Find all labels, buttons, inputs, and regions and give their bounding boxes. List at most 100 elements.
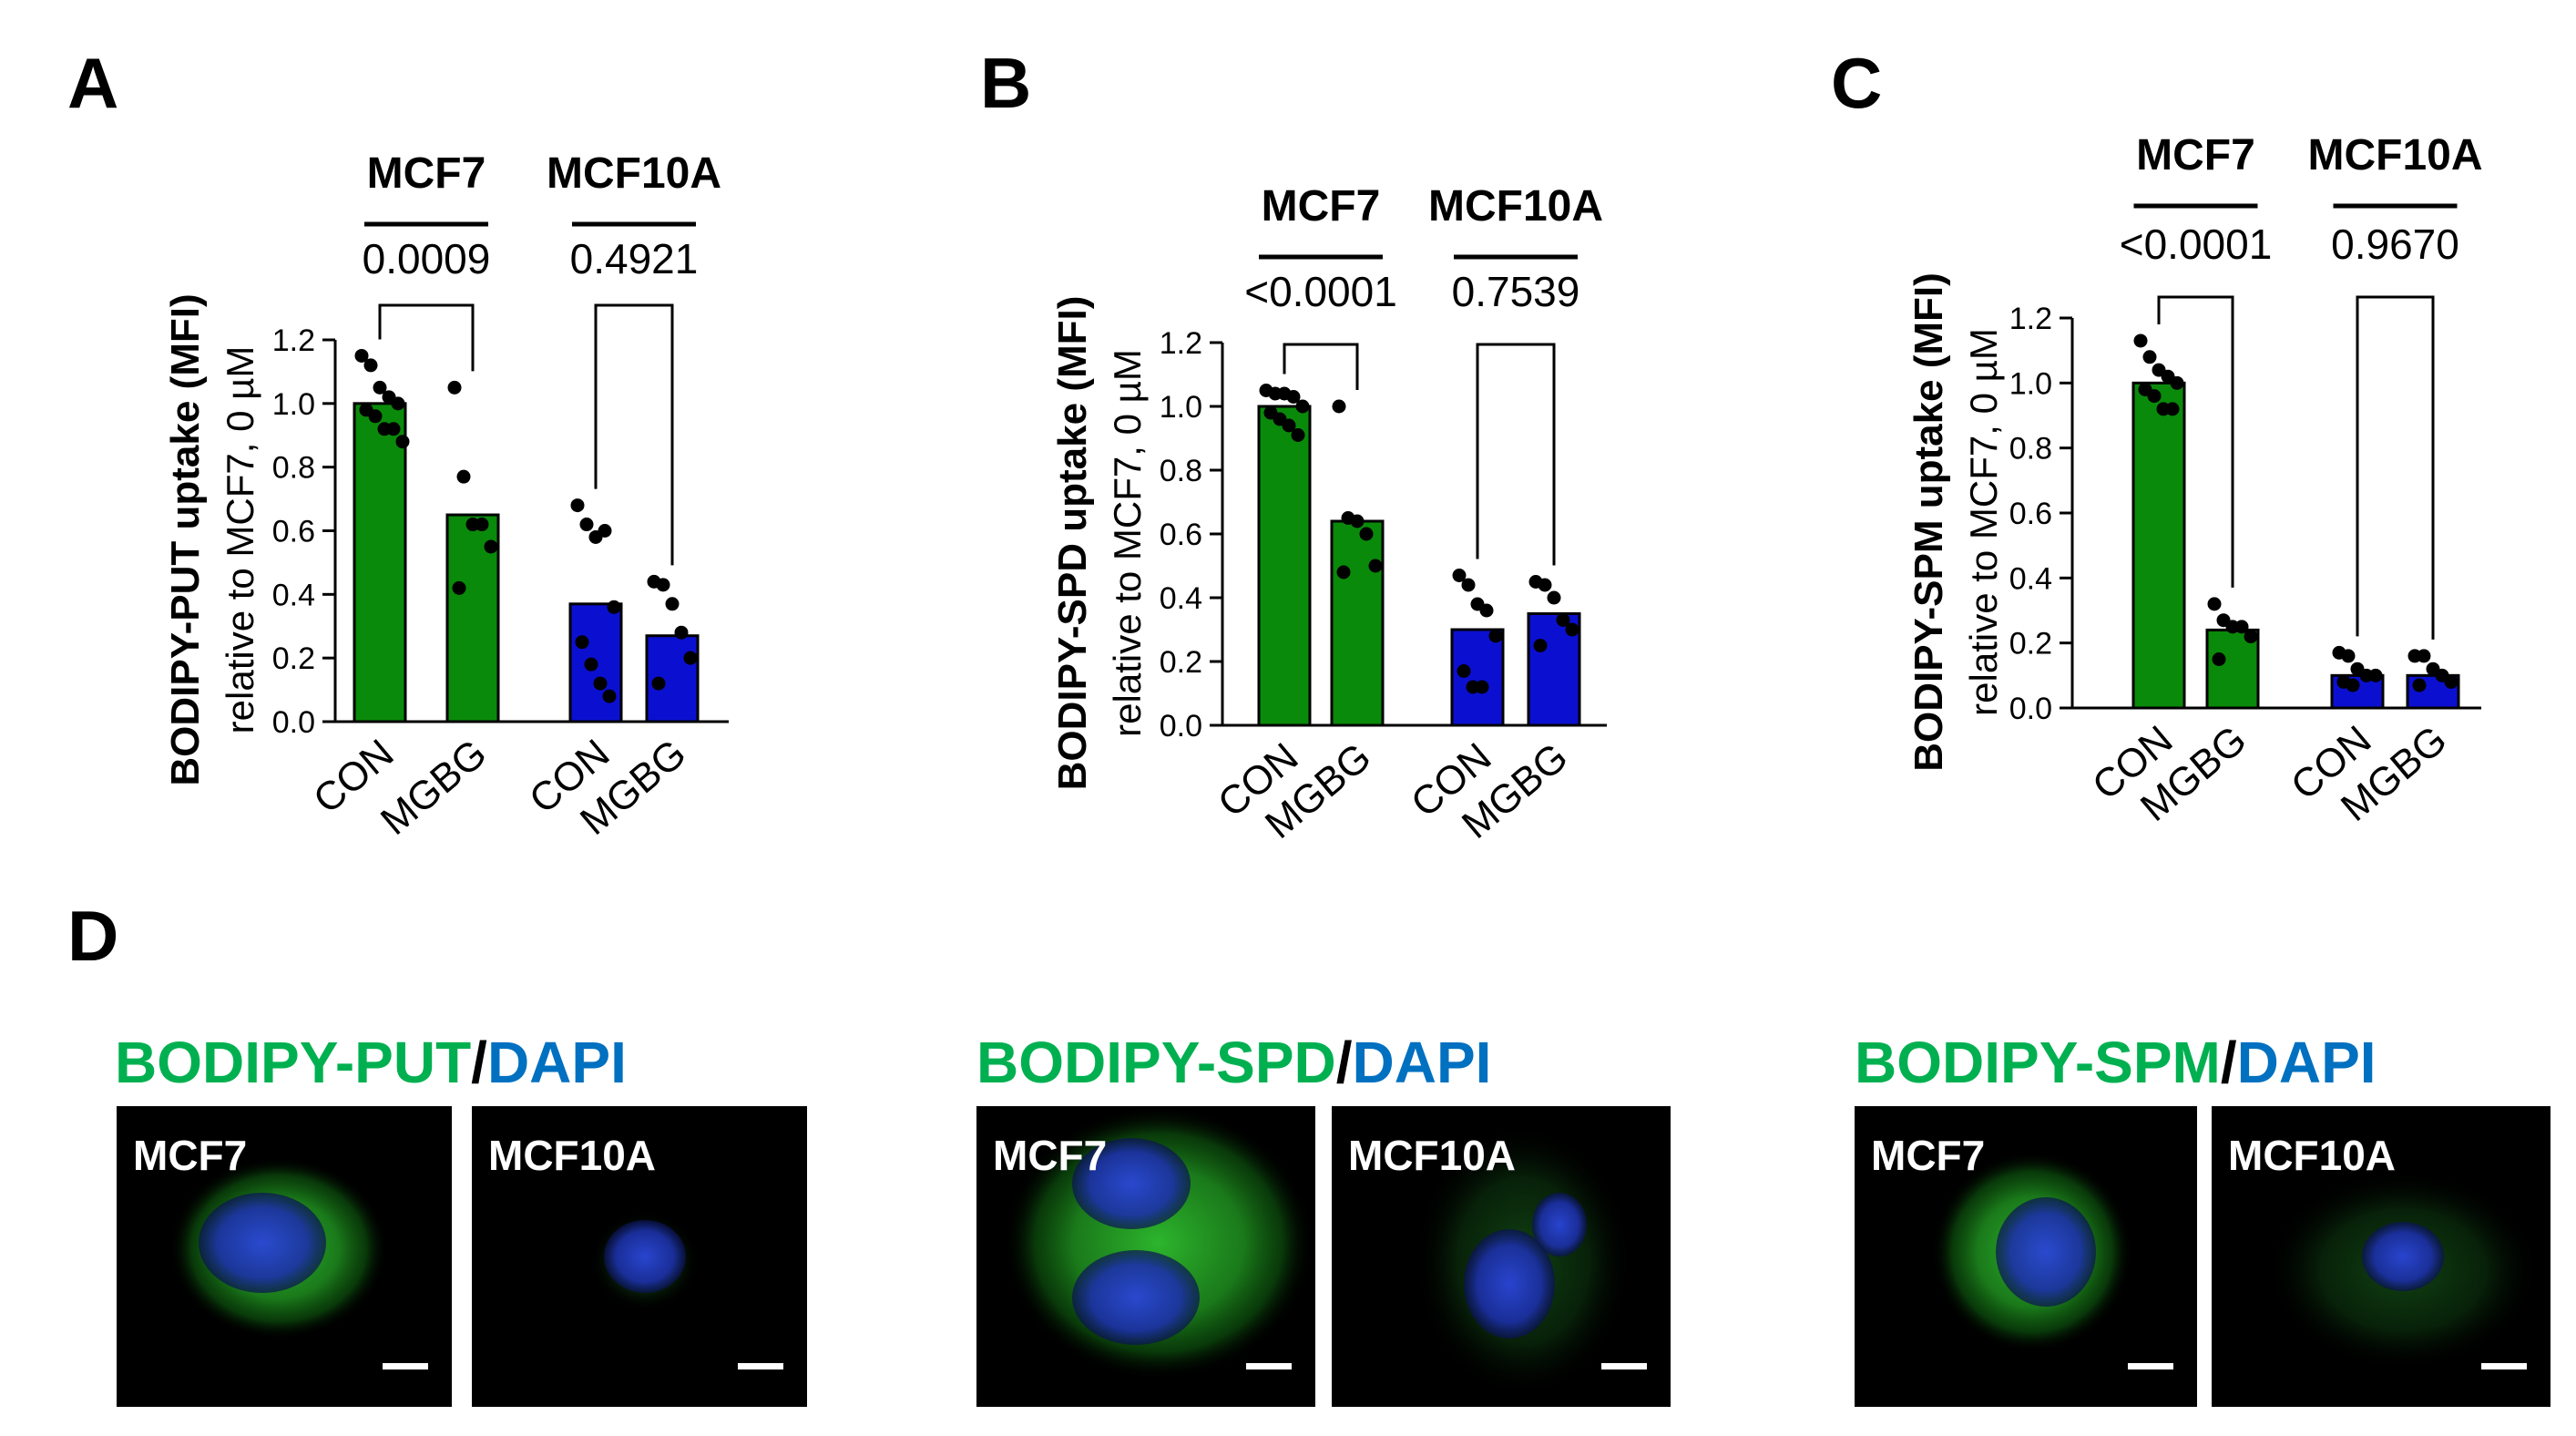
data-point (665, 597, 680, 611)
data-point (456, 469, 471, 484)
data-point (1368, 559, 1383, 573)
y-tick-label: 0.2 (2009, 627, 2052, 662)
data-point (570, 498, 585, 513)
data-point (584, 657, 598, 672)
data-point (2368, 668, 2383, 682)
slash: / (1336, 1030, 1353, 1095)
y-tick-label: 0.2 (1160, 645, 1202, 680)
data-point (1538, 578, 1552, 592)
panel-letter-b: B (980, 43, 1031, 123)
data-point (2170, 375, 2184, 390)
significance-bracket (2157, 295, 2234, 588)
p-value: <0.0001 (1244, 268, 1397, 315)
nucleus (1996, 1197, 2096, 1307)
y-tick-label: 0.6 (272, 515, 315, 549)
data-point (2412, 678, 2427, 692)
y-axis-label: BODIPY-SPM uptake (MFI) (1906, 272, 1951, 772)
chart-b: BODIPY-SPD uptake (MFI) relative to MCF7,… (1050, 182, 1607, 847)
nucleus (1072, 1250, 1200, 1345)
micrograph-tile-mcf7: MCF7 (1855, 1106, 2197, 1407)
p-value: 0.0009 (363, 235, 491, 282)
y-axis-label: BODIPY-SPD uptake (MFI) (1050, 296, 1095, 791)
scale-bar (738, 1363, 783, 1369)
panel-letter-c: C (1831, 43, 1882, 123)
nucleus (199, 1193, 326, 1293)
y-tick-label: 1.0 (2009, 366, 2052, 401)
micrograph-title: BODIPY-SPD/DAPI (976, 1030, 1491, 1095)
y-tick-label: 1.2 (1160, 326, 1202, 361)
data-point (1452, 569, 1467, 582)
significance-bracket (594, 303, 674, 566)
micrograph-tile-mcf10a: MCF10A (1332, 1106, 1671, 1407)
data-point (607, 600, 621, 614)
scale-bar (2481, 1363, 2527, 1369)
data-point (575, 635, 589, 650)
data-point (656, 578, 670, 592)
data-point (1479, 603, 1494, 618)
data-point (651, 676, 666, 691)
group-label: MCF10A (547, 149, 721, 198)
data-point (1533, 639, 1548, 652)
micrograph-set-2: BODIPY-SPD/DAPI MCF7 MCF10A (976, 1030, 1671, 1407)
y-tick-label: 0.4 (1160, 581, 1202, 616)
data-point (1359, 527, 1374, 541)
data-point (1295, 399, 1310, 414)
data-point (2444, 674, 2458, 689)
data-point (1291, 428, 1305, 442)
data-point (2147, 389, 2162, 404)
y-tick-label: 0.0 (272, 705, 315, 740)
data-point (1282, 418, 1296, 433)
data-point (1565, 622, 1579, 637)
y-axis-label: BODIPY-PUT uptake (MFI) (163, 293, 208, 785)
data-point (368, 409, 383, 424)
slash: / (471, 1030, 487, 1095)
micrograph-cell-line-label: MCF7 (1871, 1132, 1985, 1179)
data-point (2417, 649, 2431, 663)
data-point (1286, 390, 1301, 404)
nucleus (1532, 1193, 1587, 1256)
slash: / (2221, 1030, 2237, 1095)
data-point (1547, 590, 1561, 605)
group-label: MCF7 (2136, 131, 2255, 180)
y-tick-label: 1.0 (272, 387, 315, 422)
micrograph-tile-mcf10a: MCF10A (2212, 1106, 2550, 1407)
micrograph-cell-line-label: MCF10A (488, 1132, 656, 1179)
y-tick-label: 0.8 (1160, 454, 1202, 488)
data-point (2142, 350, 2157, 364)
data-point (2244, 630, 2258, 644)
data-point (1336, 565, 1351, 580)
y-tick-label: 1.2 (272, 323, 315, 358)
data-point (683, 651, 698, 665)
x-tick-label: MGBG (373, 731, 495, 844)
micrograph-set-1: BODIPY-PUT/DAPI MCF7 MCF10A (115, 1030, 807, 1407)
scale-bar (2128, 1363, 2173, 1369)
data-point (363, 358, 378, 373)
bar-mcf7-con (2131, 381, 2186, 710)
micrograph-tile-mcf10a: MCF10A (472, 1106, 807, 1407)
significance-bracket (1476, 343, 1556, 566)
y-axis-sublabel: relative to MCF7, 0 µM (219, 346, 261, 734)
y-tick-label: 0.0 (2009, 692, 2052, 726)
micrograph-cell-line-label: MCF10A (2228, 1132, 2396, 1179)
data-point (391, 396, 405, 411)
dapi-label: DAPI (487, 1030, 627, 1095)
data-point (1556, 613, 1570, 627)
p-value: 0.9670 (2331, 221, 2459, 268)
micrograph-cell-line-label: MCF7 (133, 1132, 247, 1179)
chart-c: BODIPY-SPM uptake (MFI) relative to MCF7,… (1906, 131, 2483, 830)
y-tick-label: 0.0 (1160, 709, 1202, 744)
nucleus (2362, 1222, 2444, 1291)
micrograph-title: BODIPY-SPM/DAPI (1855, 1030, 2377, 1095)
y-tick-label: 1.2 (2009, 302, 2052, 336)
data-point (1488, 629, 1503, 643)
scale-bar (383, 1363, 428, 1369)
data-point (579, 518, 594, 532)
p-value: 0.4921 (570, 235, 699, 282)
data-point (2212, 652, 2226, 666)
data-point (1457, 664, 1471, 678)
p-value: 0.7539 (1452, 268, 1580, 315)
data-point (674, 625, 689, 640)
y-tick-label: 0.2 (272, 641, 315, 676)
dye-label: BODIPY-SPD (976, 1030, 1336, 1095)
